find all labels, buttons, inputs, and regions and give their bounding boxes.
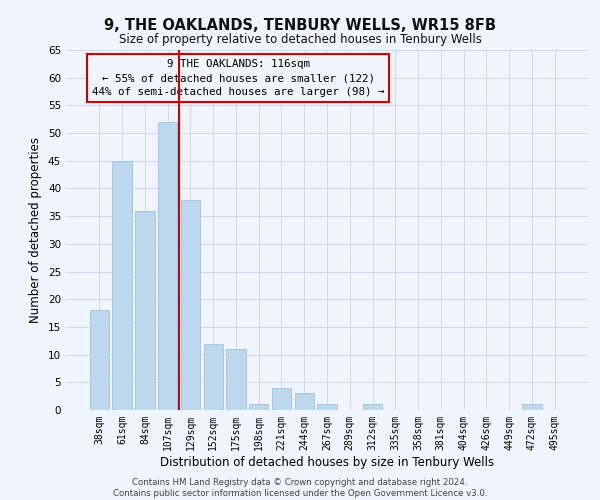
Y-axis label: Number of detached properties: Number of detached properties — [29, 137, 43, 323]
Bar — [90, 310, 109, 410]
Bar — [203, 344, 223, 410]
Bar — [135, 210, 155, 410]
Bar — [272, 388, 291, 410]
Text: 9 THE OAKLANDS: 116sqm
← 55% of detached houses are smaller (122)
44% of semi-de: 9 THE OAKLANDS: 116sqm ← 55% of detached… — [92, 59, 385, 97]
Bar — [363, 404, 382, 410]
Bar — [226, 349, 245, 410]
Text: Contains HM Land Registry data © Crown copyright and database right 2024.
Contai: Contains HM Land Registry data © Crown c… — [113, 478, 487, 498]
Bar — [522, 404, 542, 410]
Bar — [249, 404, 268, 410]
Bar — [158, 122, 178, 410]
Bar — [295, 394, 314, 410]
Text: Size of property relative to detached houses in Tenbury Wells: Size of property relative to detached ho… — [119, 34, 481, 46]
Bar — [112, 161, 132, 410]
Bar — [317, 404, 337, 410]
Bar — [181, 200, 200, 410]
Text: 9, THE OAKLANDS, TENBURY WELLS, WR15 8FB: 9, THE OAKLANDS, TENBURY WELLS, WR15 8FB — [104, 18, 496, 32]
X-axis label: Distribution of detached houses by size in Tenbury Wells: Distribution of detached houses by size … — [160, 456, 494, 468]
